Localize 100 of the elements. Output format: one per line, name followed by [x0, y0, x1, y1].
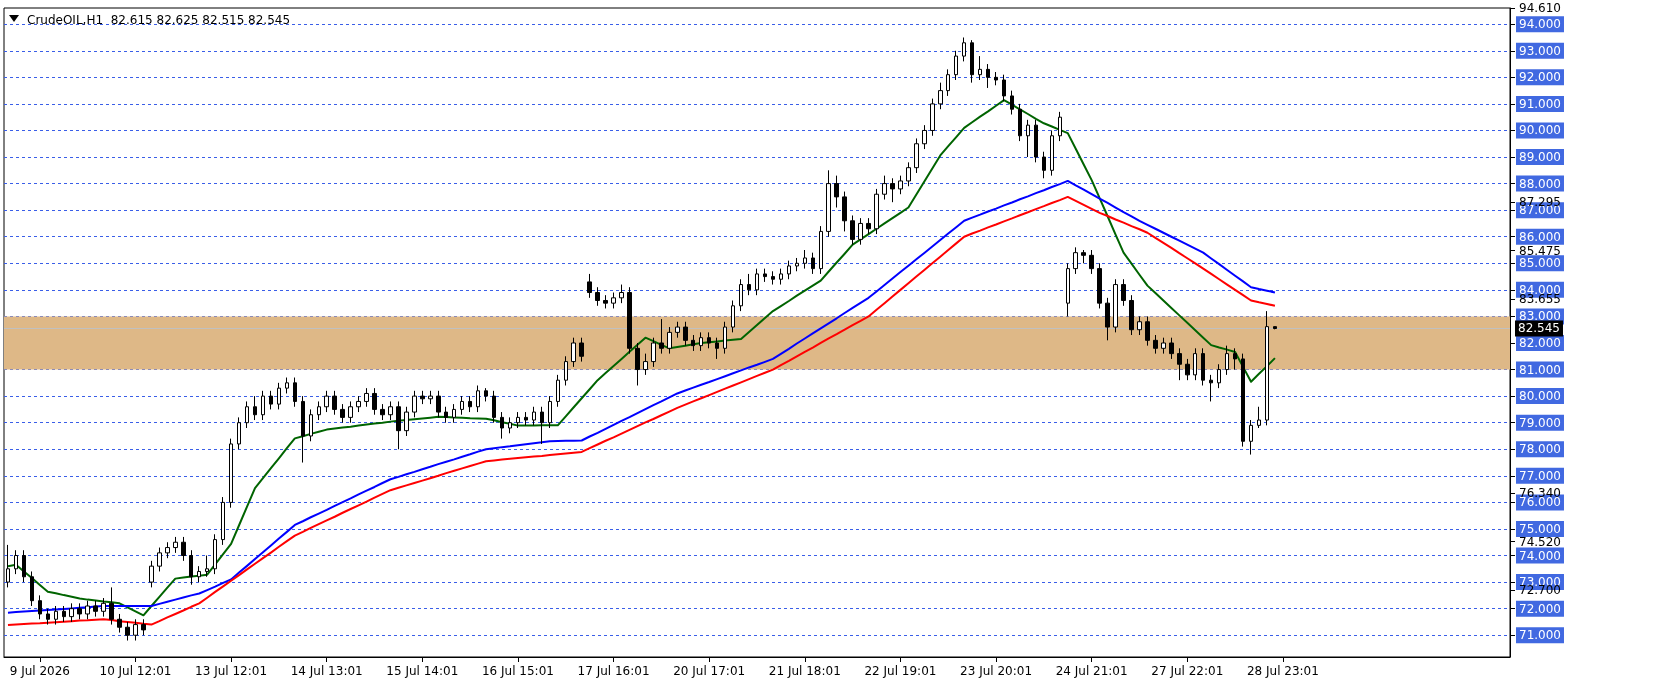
- candlestick: [739, 278, 743, 312]
- x-tick-label: 21 Jul 18:01: [768, 664, 841, 678]
- y-tick-label: 80.000: [1519, 389, 1561, 404]
- x-tick-label: 28 Jul 23:01: [1246, 664, 1319, 678]
- candlestick: [404, 406, 409, 437]
- y-tick-label: 94.610: [1519, 1, 1561, 15]
- candlestick: [1010, 90, 1014, 116]
- candlestick: [763, 268, 767, 283]
- candlestick: [882, 175, 887, 201]
- y-tick-label: 81.000: [1519, 362, 1561, 377]
- candlestick: [245, 400, 249, 429]
- candlestick: [444, 406, 448, 424]
- candlestick: [380, 403, 385, 421]
- candlestick: [165, 541, 170, 559]
- candlestick: [787, 260, 791, 280]
- y-tick-label: 93.000: [1519, 43, 1561, 58]
- candlestick: [683, 321, 688, 347]
- candlestick: [213, 533, 217, 575]
- candlestick: [221, 496, 225, 546]
- candlestick: [611, 292, 616, 309]
- candlestick: [452, 403, 456, 424]
- candlestick: [834, 175, 839, 209]
- candlestick: [269, 390, 273, 410]
- y-tick-label: 89.000: [1519, 150, 1561, 165]
- y-tick-label: 78.000: [1519, 442, 1561, 457]
- candlestick: [1273, 325, 1277, 330]
- ref-line-label: 82.545: [1518, 321, 1560, 336]
- chart-title: CrudeOIL,H1 82.615 82.625 82.515 82.545: [27, 13, 291, 27]
- candlestick: [157, 547, 162, 572]
- candlestick: [603, 294, 608, 309]
- candlestick: [388, 400, 393, 421]
- candlestick: [771, 270, 775, 286]
- candlestick: [1137, 315, 1142, 336]
- y-tick-label: 91.000: [1519, 96, 1561, 111]
- candlestick: [715, 337, 719, 360]
- candlestick: [428, 390, 433, 405]
- candlestick: [866, 217, 871, 235]
- candlestick: [556, 374, 560, 408]
- candlestick: [436, 390, 441, 418]
- candlestick: [253, 395, 257, 421]
- candlestick: [1217, 363, 1221, 389]
- candlestick: [516, 411, 520, 429]
- candlestick: [133, 618, 138, 642]
- candlestick: [571, 337, 576, 368]
- candlestick: [579, 337, 584, 363]
- x-tick-label: 15 Jul 14:01: [386, 664, 459, 678]
- candlestick: [954, 50, 958, 81]
- y-tick-label: 85.475: [1519, 243, 1561, 258]
- candlestick: [356, 395, 361, 413]
- candlestick: [699, 331, 703, 352]
- x-tick-label: 13 Jul 12:01: [195, 664, 268, 678]
- candlestick: [819, 225, 823, 275]
- candlestick: [117, 613, 122, 634]
- candlestick: [14, 549, 18, 575]
- candlestick: [922, 124, 927, 150]
- candlestick: [1241, 353, 1245, 448]
- candlestick: [1034, 119, 1038, 163]
- candlestick: [285, 377, 289, 394]
- x-tick-label: 22 Jul 19:01: [864, 664, 937, 678]
- candlestick: [324, 390, 329, 413]
- y-tick-label: 82.000: [1519, 335, 1561, 350]
- candlestick: [460, 395, 464, 416]
- candlestick: [332, 390, 337, 416]
- candlestick: [890, 177, 895, 203]
- candlestick: [723, 321, 727, 355]
- candlestick: [707, 331, 711, 349]
- candlestick: [77, 602, 82, 620]
- candlestick: [962, 36, 966, 62]
- candlestick: [85, 600, 90, 620]
- candlestick: [205, 555, 209, 578]
- candlestick: [826, 169, 831, 238]
- candlestick: [627, 286, 632, 355]
- candlestick: [524, 411, 528, 426]
- candlestick: [149, 560, 154, 588]
- candlestick: [1249, 419, 1253, 456]
- candlestick: [938, 82, 943, 110]
- candlestick: [38, 594, 42, 620]
- candlestick: [189, 549, 193, 586]
- y-tick-label: 86.000: [1519, 229, 1561, 244]
- candlestick: [659, 318, 664, 355]
- candlestick: [675, 321, 680, 339]
- x-tick-label: 16 Jul 15:01: [481, 664, 554, 678]
- candlestick: [1265, 310, 1269, 426]
- x-tick-label: 27 Jul 22:01: [1151, 664, 1224, 678]
- candlestick: [372, 387, 377, 416]
- x-tick-label: 9 Jul 2026: [9, 664, 70, 678]
- candlestick: [141, 618, 146, 636]
- candlestick: [946, 68, 950, 97]
- candlestick: [595, 286, 600, 307]
- candlestick: [874, 188, 879, 235]
- candlestick: [914, 137, 919, 174]
- y-tick-label: 71.000: [1519, 628, 1561, 643]
- candlestick: [508, 416, 512, 434]
- candlestick: [1209, 374, 1213, 402]
- candlestick: [850, 214, 855, 246]
- candlestick: [540, 406, 544, 445]
- candlestick: [994, 71, 998, 86]
- candlestick: [795, 257, 799, 272]
- y-tick-label: 72.000: [1519, 601, 1561, 616]
- x-tick-label: 17 Jul 16:01: [577, 664, 650, 678]
